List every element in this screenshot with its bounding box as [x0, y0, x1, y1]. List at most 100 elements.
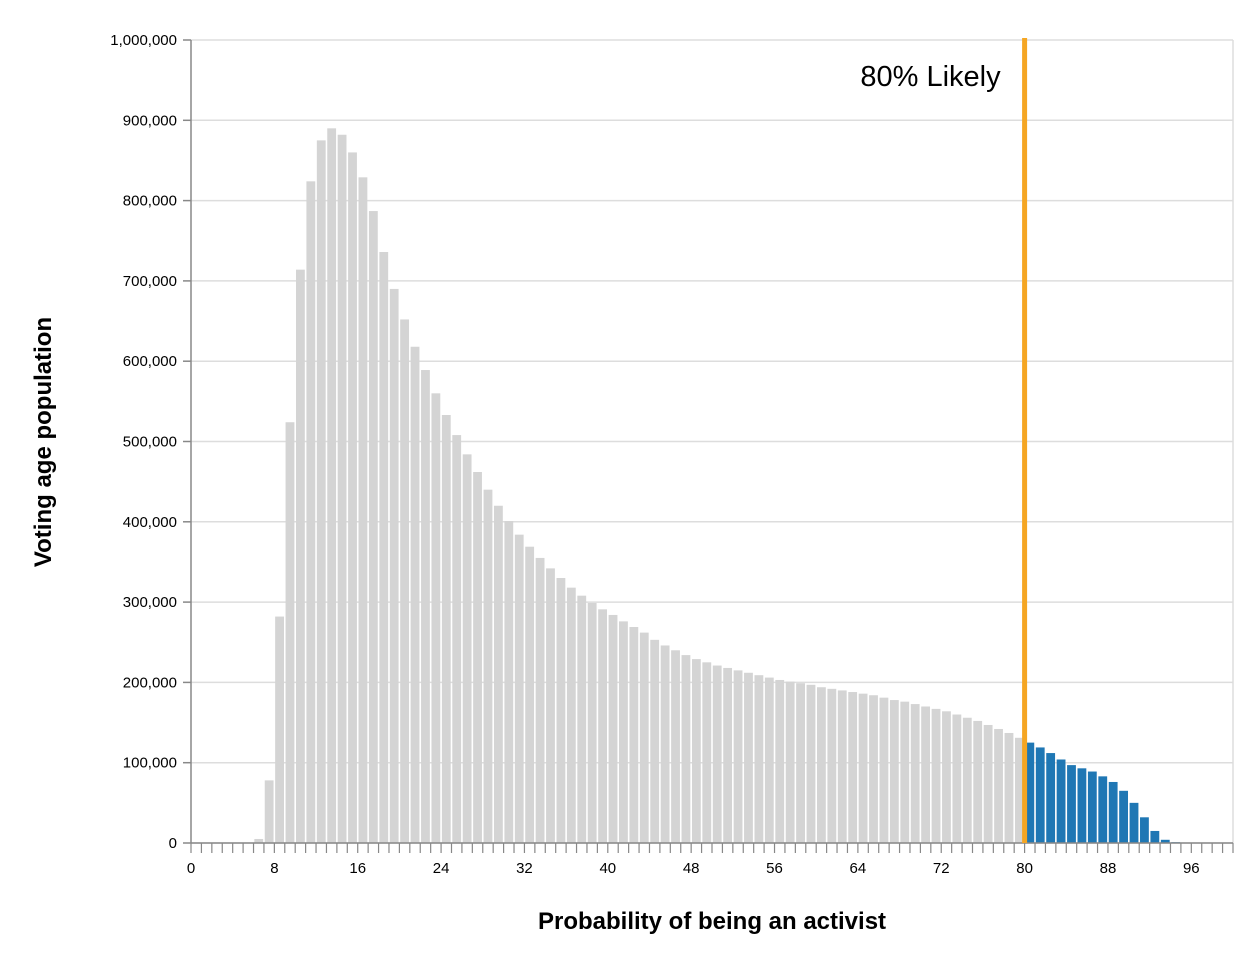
y-tick-label: 700,000	[123, 273, 177, 290]
histogram-bar	[712, 665, 722, 843]
x-tick-label: 24	[433, 860, 450, 877]
y-tick-label: 600,000	[123, 353, 177, 370]
histogram-bar	[1087, 771, 1097, 843]
histogram-bar	[1056, 759, 1066, 843]
histogram-bar	[817, 687, 826, 843]
histogram-bar	[410, 346, 420, 843]
x-tick-label: 80	[1016, 860, 1033, 877]
y-tick-label: 900,000	[123, 112, 177, 129]
y-axis-title: Voting age population	[30, 317, 57, 567]
histogram-bar	[1014, 737, 1024, 843]
bars	[254, 128, 1181, 844]
x-tick-label: 64	[850, 860, 867, 877]
histogram-bar	[1046, 753, 1056, 843]
x-tick-label: 96	[1183, 860, 1200, 877]
histogram-bar	[900, 701, 910, 843]
histogram-bar	[264, 780, 274, 843]
histogram-bar	[650, 639, 660, 843]
x-axis-title: Probability of being an activist	[538, 908, 886, 935]
histogram-bar	[889, 700, 899, 843]
histogram-bar	[525, 546, 535, 843]
x-tick-label: 32	[516, 860, 533, 877]
y-tick-label: 200,000	[123, 674, 177, 691]
x-tick-label: 88	[1100, 860, 1117, 877]
gridlines	[191, 39, 1234, 844]
histogram-bar	[1004, 732, 1014, 843]
histogram-bar	[619, 621, 628, 843]
histogram-bar	[546, 568, 555, 843]
y-tick-label: 300,000	[123, 594, 177, 611]
histogram-bar	[1025, 742, 1035, 843]
histogram-bar	[577, 595, 587, 843]
histogram-bar	[952, 714, 962, 843]
histogram-bar	[316, 140, 326, 843]
histogram-bar	[598, 609, 607, 843]
histogram-bar	[879, 697, 889, 843]
histogram-bar	[858, 693, 868, 843]
histogram-bar	[910, 704, 920, 843]
x-tick-label: 40	[599, 860, 616, 877]
histogram-bar	[1119, 790, 1128, 843]
histogram-bar	[775, 679, 785, 843]
histogram-bar	[1129, 802, 1139, 843]
histogram-bar	[629, 626, 639, 843]
threshold-annotation: 80% Likely	[860, 38, 1028, 843]
histogram-bar	[931, 708, 941, 843]
histogram-bar	[1098, 776, 1108, 843]
histogram-bar	[806, 684, 816, 843]
histogram-bar	[483, 489, 493, 843]
histogram-bar	[535, 557, 545, 843]
histogram-bar	[1108, 781, 1118, 843]
histogram-bar	[733, 670, 743, 843]
x-tick-label: 48	[683, 860, 700, 877]
histogram-bar	[587, 602, 597, 843]
histogram-bar	[1160, 839, 1170, 843]
histogram-bar	[473, 472, 482, 843]
x-tick-label: 8	[270, 860, 278, 877]
histogram-bar	[327, 128, 337, 843]
axes: 0 100,000 200,000 300,000 400,000 500,000 600,…	[110, 32, 1234, 877]
histogram-bar	[785, 681, 795, 843]
histogram-bar	[869, 695, 878, 843]
histogram-bar	[608, 614, 618, 843]
histogram-bar	[368, 211, 378, 843]
histogram-bar	[921, 706, 931, 843]
histogram-bar	[1035, 747, 1045, 843]
x-tick-label: 56	[766, 860, 783, 877]
histogram-bar	[379, 251, 389, 843]
histogram-bar	[431, 393, 441, 843]
histogram-bar	[566, 587, 576, 843]
histogram-bar	[983, 724, 993, 843]
histogram-bar	[493, 505, 503, 843]
threshold-label: 80% Likely	[860, 61, 1001, 93]
histogram-bar	[285, 422, 295, 843]
histogram-bar	[421, 370, 430, 843]
histogram-bar	[254, 838, 264, 843]
histogram-bar	[796, 683, 805, 843]
y-tick-label: 1,000,000	[110, 32, 177, 49]
histogram-bar	[1140, 817, 1149, 843]
histogram-bar	[462, 454, 472, 843]
histogram-bar	[681, 655, 691, 843]
histogram-bar	[691, 659, 701, 843]
x-tick-label: 72	[933, 860, 950, 877]
histogram-bar	[764, 677, 774, 843]
y-tick-label: 400,000	[123, 514, 177, 531]
y-tick-label: 100,000	[123, 755, 177, 772]
histogram-bar	[337, 134, 347, 843]
histogram-bar	[441, 415, 451, 843]
histogram-bar	[827, 688, 837, 843]
histogram-bar	[660, 645, 670, 843]
histogram-bar	[994, 728, 1003, 843]
histogram-bar	[837, 690, 847, 843]
histogram-bar	[348, 152, 357, 844]
histogram-bar	[452, 435, 462, 843]
histogram-bar	[1067, 765, 1076, 843]
histogram-bar	[942, 711, 951, 843]
y-tick-label: 800,000	[123, 193, 177, 210]
x-tick-label: 0	[187, 860, 195, 877]
histogram-bar	[306, 181, 316, 843]
histogram-bar	[962, 717, 972, 843]
histogram-bar	[556, 578, 566, 843]
